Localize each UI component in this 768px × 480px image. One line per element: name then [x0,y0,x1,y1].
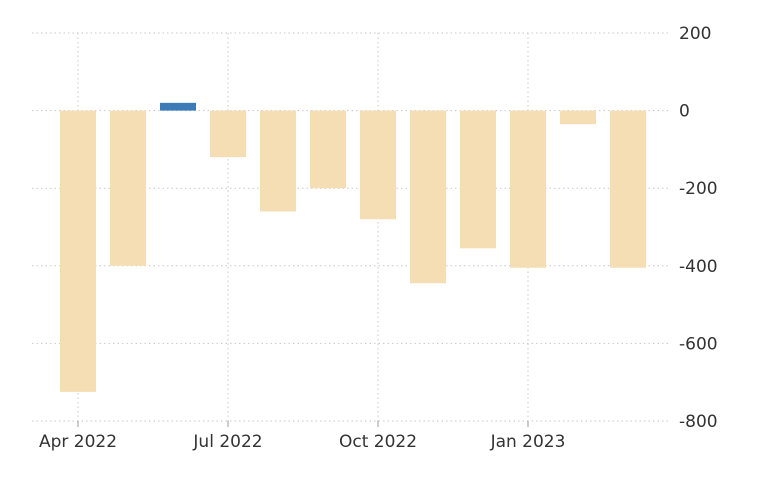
x-tick-label: Jan 2023 [490,432,566,452]
bar-jul-2022 [210,110,246,158]
x-tick-label: Oct 2022 [339,432,417,452]
bars [60,102,646,392]
y-tick-label: 200 [679,24,711,44]
bar-jan-2023 [510,110,546,268]
bar-feb-2023 [560,110,596,125]
bar-may-2022 [110,110,146,266]
x-tick-label: Jul 2022 [192,432,262,452]
y-axis-labels: 200 0 -200 -400 -600 -800 [679,24,718,432]
y-tick-label: -800 [679,412,718,432]
bar-oct-2022 [360,110,396,220]
bar-sep-2022 [310,110,346,189]
bar-dec-2022 [460,110,496,249]
y-tick-label: 0 [679,102,690,122]
y-tick-label: -600 [679,334,718,354]
bar-jun-2022 [160,102,196,111]
y-tick-label: -200 [679,179,718,199]
x-axis-labels: Apr 2022 Jul 2022 Oct 2022 Jan 2023 [39,432,565,452]
x-tick-label: Apr 2022 [39,432,117,452]
bar-mar-2023 [610,110,646,268]
bar-aug-2022 [260,110,296,212]
bar-apr-2022 [60,110,96,392]
y-tick-label: -400 [679,257,718,277]
bar-nov-2022 [410,110,446,284]
